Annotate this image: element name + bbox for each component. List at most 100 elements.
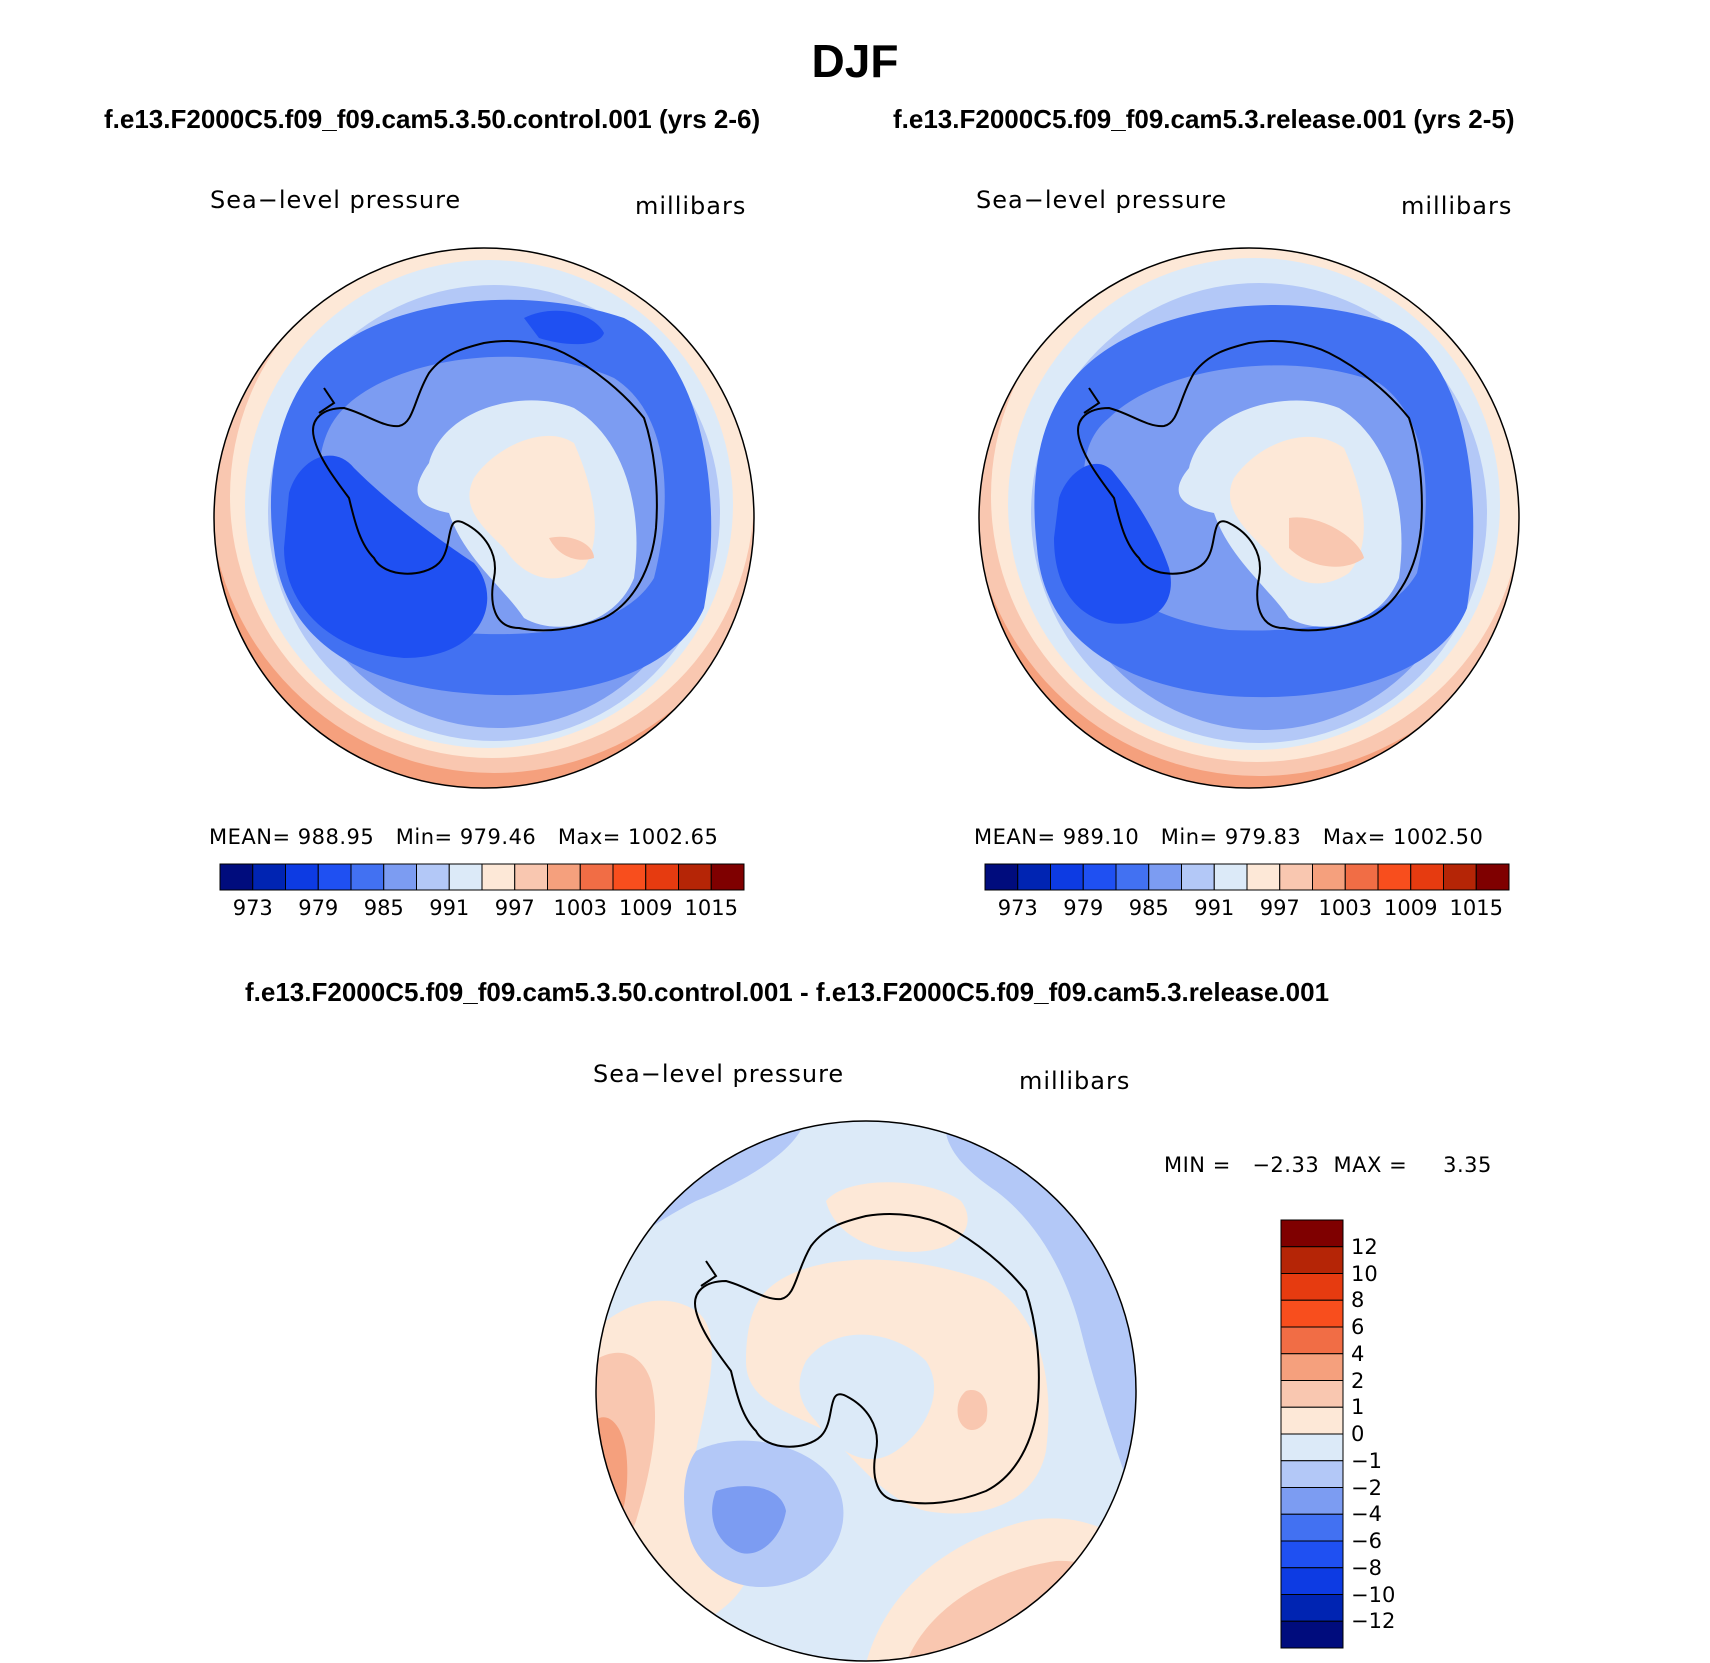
mean-label: MEAN= bbox=[209, 825, 291, 849]
diff-colorbar-tick-label: −4 bbox=[1351, 1502, 1382, 1527]
panel-1-colorbar-swatch bbox=[448, 863, 483, 891]
panel-2-colorbar-swatch bbox=[1246, 863, 1281, 891]
panel-1-colorbar-tick-label: 973 bbox=[232, 896, 273, 920]
max-value: 1002.50 bbox=[1393, 825, 1484, 849]
panel-2-colorbar-swatch bbox=[984, 863, 1019, 891]
mean-label: MEAN= bbox=[974, 825, 1056, 849]
mean-value: 989.10 bbox=[1062, 825, 1140, 849]
min-value: −2.33 bbox=[1252, 1153, 1320, 1177]
diff-colorbar-tick-label: −6 bbox=[1351, 1529, 1382, 1553]
diff-colorbar-swatch bbox=[1280, 1273, 1344, 1301]
diff-colorbar-swatch bbox=[1280, 1594, 1344, 1622]
max-value: 3.35 bbox=[1443, 1153, 1492, 1177]
diff-colorbar-swatch bbox=[1280, 1433, 1344, 1462]
panel-2-colorbar-swatch bbox=[1115, 863, 1150, 891]
max-value: 1002.65 bbox=[628, 825, 719, 849]
panel-2-colorbar-swatch bbox=[1344, 863, 1379, 891]
panel-2-variable-label: Sea−level pressure bbox=[976, 186, 1228, 214]
min-label: MIN = bbox=[1164, 1153, 1231, 1177]
page-title: DJF bbox=[811, 35, 899, 87]
diff-colorbar bbox=[1280, 1219, 1344, 1649]
panel-2-colorbar-swatch bbox=[1475, 863, 1510, 891]
diff-colorbar-swatch bbox=[1280, 1406, 1344, 1435]
panel-2-colorbar-tick-label: 973 bbox=[997, 896, 1038, 920]
diff-colorbar-swatch bbox=[1280, 1219, 1344, 1248]
panel-2-colorbar-tick-label: 985 bbox=[1128, 896, 1169, 920]
panel-1-polar-map bbox=[213, 247, 755, 789]
panel-2-colorbar-labels: 973 979 985 991 997 1003 1009 1015 bbox=[985, 896, 1509, 926]
panel-1-colorbar-swatch bbox=[285, 863, 319, 891]
panel-2-colorbar-tick-label: 1003 bbox=[1318, 896, 1372, 920]
panel-1-colorbar-swatch bbox=[645, 863, 679, 891]
panel-2-colorbar-swatch bbox=[1213, 863, 1248, 891]
panel-2-colorbar bbox=[984, 863, 1510, 891]
panel-2-colorbar-swatch bbox=[1279, 863, 1313, 891]
panel-2-colorbar-tick-label: 997 bbox=[1259, 896, 1300, 920]
diff-colorbar-swatch bbox=[1280, 1513, 1344, 1542]
panel-1-colorbar-swatch bbox=[612, 863, 647, 891]
diff-colorbar-tick-label: 12 bbox=[1351, 1234, 1378, 1259]
panel-2-units-label: millibars bbox=[1401, 192, 1513, 220]
diff-units-label: millibars bbox=[1019, 1067, 1131, 1095]
diff-colorbar-swatch bbox=[1280, 1246, 1344, 1274]
min-value: 979.83 bbox=[1224, 825, 1302, 849]
panel-1-colorbar-swatch bbox=[579, 863, 614, 891]
diff-variable-label: Sea−level pressure bbox=[593, 1060, 845, 1088]
panel-1-colorbar-tick-label: 997 bbox=[494, 896, 535, 920]
panel-1-colorbar-tick-label: 1003 bbox=[553, 896, 607, 920]
panel-1-stats: MEAN= 988.95 Min= 979.46 Max= 1002.65 bbox=[209, 825, 718, 849]
panel-2-colorbar-swatch bbox=[1443, 863, 1477, 891]
panel-2-run-title: f.e13.F2000C5.f09_f09.cam5.3.release.001… bbox=[893, 104, 1515, 134]
panel-2-colorbar-tick-label: 1009 bbox=[1384, 896, 1438, 920]
panel-2-colorbar-swatch bbox=[1017, 863, 1051, 891]
panel-1-colorbar-swatch bbox=[514, 863, 548, 891]
panel-1-variable-label: Sea−level pressure bbox=[210, 186, 462, 214]
panel-1-colorbar-tick-label: 979 bbox=[298, 896, 339, 920]
panel-1-colorbar-swatch bbox=[547, 863, 581, 891]
panel-1-colorbar-tick-label: 1015 bbox=[684, 896, 738, 920]
panel-2-polar-map bbox=[978, 247, 1520, 789]
panel-1-colorbar-swatch bbox=[383, 863, 417, 891]
diff-colorbar-tick-label: −10 bbox=[1351, 1582, 1396, 1607]
panel-2-colorbar-swatch bbox=[1377, 863, 1412, 891]
panel-2-colorbar-swatch bbox=[1148, 863, 1182, 891]
panel-2-colorbar-swatch bbox=[1082, 863, 1117, 891]
min-label: Min= bbox=[1160, 825, 1218, 849]
min-value: 979.46 bbox=[459, 825, 537, 849]
diff-colorbar-tick-label: −12 bbox=[1351, 1609, 1396, 1634]
diff-colorbar-tick-label: −1 bbox=[1351, 1448, 1382, 1473]
diff-colorbar-tick-label: −2 bbox=[1351, 1475, 1382, 1500]
panel-2-colorbar-tick-label: 991 bbox=[1194, 896, 1235, 920]
max-label: MAX = bbox=[1333, 1153, 1408, 1177]
diff-colorbar-tick-label: 10 bbox=[1351, 1261, 1378, 1286]
diff-colorbar-swatch bbox=[1280, 1299, 1344, 1328]
panel-2-stats: MEAN= 989.10 Min= 979.83 Max= 1002.50 bbox=[974, 825, 1483, 849]
panel-1-colorbar-swatch bbox=[350, 863, 385, 891]
panel-1-colorbar-swatch bbox=[219, 863, 254, 891]
panel-1-colorbar-swatch bbox=[317, 863, 352, 891]
diff-colorbar-tick-label: 0 bbox=[1351, 1422, 1365, 1446]
panel-1-colorbar-swatch bbox=[416, 863, 450, 891]
panel-2-colorbar-tick-label: 1015 bbox=[1449, 896, 1503, 920]
diff-colorbar-swatch bbox=[1280, 1540, 1344, 1569]
diff-stats: MIN = −2.33 MAX = 3.35 bbox=[1164, 1153, 1492, 1177]
diff-colorbar-swatch bbox=[1280, 1487, 1344, 1515]
panel-1-units-label: millibars bbox=[635, 192, 747, 220]
diff-colorbar-swatch bbox=[1280, 1460, 1344, 1488]
diff-run-title: f.e13.F2000C5.f09_f09.cam5.3.50.control.… bbox=[245, 977, 1330, 1007]
mean-value: 988.95 bbox=[297, 825, 375, 849]
panel-1-colorbar-tick-label: 991 bbox=[429, 896, 470, 920]
diff-colorbar-swatch bbox=[1280, 1326, 1344, 1355]
panel-1-colorbar-tick-label: 1009 bbox=[619, 896, 673, 920]
panel-2-colorbar-tick-label: 979 bbox=[1063, 896, 1104, 920]
panel-1-run-title: f.e13.F2000C5.f09_f09.cam5.3.50.control.… bbox=[104, 104, 761, 134]
panel-2-colorbar-swatch bbox=[1312, 863, 1346, 891]
diff-polar-map bbox=[595, 1120, 1137, 1662]
diff-colorbar-swatch bbox=[1280, 1620, 1344, 1649]
diff-colorbar-swatch bbox=[1280, 1567, 1344, 1595]
min-label: Min= bbox=[395, 825, 453, 849]
diff-colorbar-tick-label: −8 bbox=[1351, 1555, 1382, 1580]
max-label: Max= bbox=[1322, 825, 1386, 849]
diff-colorbar-tick-label: 2 bbox=[1351, 1368, 1365, 1393]
max-label: Max= bbox=[557, 825, 621, 849]
